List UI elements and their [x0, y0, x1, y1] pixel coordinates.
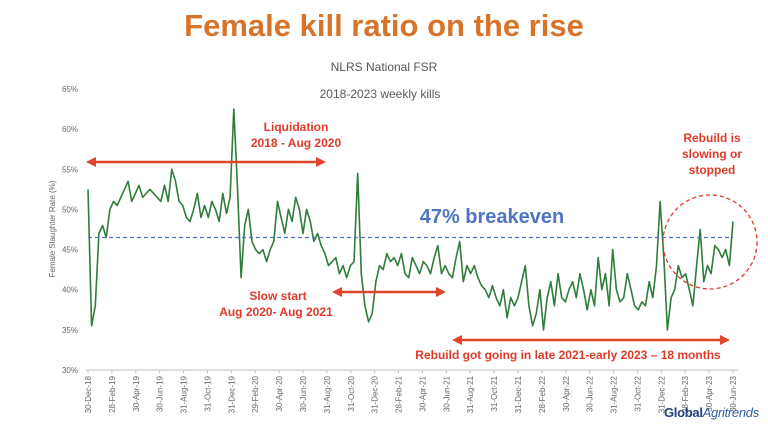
- logo-accent: Agritrends: [702, 405, 760, 420]
- y-tick-label: 50%: [62, 205, 78, 214]
- rebuild-label: Rebuild got going in late 2021-early 202…: [415, 348, 721, 362]
- rebuild-slowing-label-2: slowing or: [682, 147, 742, 161]
- y-tick-label: 40%: [62, 286, 78, 295]
- liquidation-label: Liquidation: [264, 120, 329, 134]
- x-tick-label: 30-Jun-19: [156, 375, 165, 412]
- x-tick-label: 30-Jun-23: [729, 375, 738, 412]
- period-arrow: [86, 157, 326, 167]
- x-tick-label: 31-Dec-21: [514, 375, 523, 413]
- y-axis-title: Female Slaughter Rate (%): [48, 180, 57, 277]
- brand-logo: GlobalAgritrends: [664, 405, 759, 420]
- y-tick-label: 65%: [62, 85, 78, 94]
- series-line: [87, 108, 734, 331]
- x-tick-label: 31-Oct-19: [203, 375, 212, 411]
- x-tick-label: 28-Feb-23: [681, 375, 690, 412]
- slow-start-label: Slow start: [249, 289, 306, 303]
- chart-subtitle: NLRS National FSR: [330, 60, 438, 74]
- rebuild-slowing-label-1: Rebuild is: [683, 131, 741, 145]
- period-arrow: [332, 287, 446, 297]
- x-tick-label: 31-Aug-19: [180, 375, 189, 413]
- y-axis: 30% 35% 40% 45% 50% 55% 60% 65%: [62, 85, 78, 375]
- x-tick-label: 28-Feb-19: [108, 375, 117, 412]
- x-tick-label: 28-Feb-21: [395, 375, 404, 412]
- x-tick-label: 31-Dec-19: [227, 375, 236, 413]
- rebuild-circle: [662, 194, 758, 290]
- x-tick-label: 31-Oct-20: [347, 375, 356, 411]
- x-tick-label: 30-Apr-23: [705, 375, 714, 411]
- period-arrows: [86, 157, 730, 345]
- x-tick-label: 30-Apr-22: [562, 375, 571, 411]
- x-tick-label: 28-Feb-22: [538, 375, 547, 412]
- x-tick-label: 31-Aug-21: [466, 375, 475, 413]
- y-tick-label: 55%: [62, 165, 78, 174]
- x-tick-label: 31-Dec-22: [657, 375, 666, 413]
- x-tick-label: 30-Jun-20: [299, 375, 308, 412]
- period-note: 2018-2023 weekly kills: [319, 87, 441, 101]
- series-group: [87, 108, 734, 331]
- logo-main: Global: [664, 405, 703, 420]
- x-axis: 30-Dec-18 28-Feb-19 30-Apr-19 30-Jun-19 31-A…: [84, 370, 738, 413]
- rebuild-slowing-label-3: stopped: [689, 163, 736, 177]
- liquidation-range-label: 2018 - Aug 2020: [251, 136, 342, 150]
- period-arrow: [452, 335, 730, 345]
- x-tick-label: 30-Apr-20: [275, 375, 284, 411]
- annotation-group: Liquidation 2018 - Aug 2020 Slow start Aug …: [219, 120, 742, 362]
- y-tick-label: 60%: [62, 125, 78, 134]
- x-tick-label: 31-Oct-22: [633, 375, 642, 411]
- x-tick-label: 31-Dec-20: [371, 375, 380, 413]
- x-tick-label: 30-Apr-21: [418, 375, 427, 411]
- y-tick-label: 30%: [62, 366, 78, 375]
- page-title: Female kill ratio on the rise: [184, 8, 584, 43]
- x-tick-label: 30-Jun-21: [442, 375, 451, 412]
- y-tick-label: 35%: [62, 326, 78, 335]
- x-tick-label: 30-Apr-19: [132, 375, 141, 411]
- x-tick-label: 31-Aug-20: [323, 375, 332, 413]
- x-tick-label: 30-Jun-22: [586, 375, 595, 412]
- y-tick-label: 45%: [62, 246, 78, 255]
- x-tick-label: 29-Feb-20: [251, 375, 260, 412]
- slow-start-range-label: Aug 2020- Aug 2021: [219, 305, 333, 319]
- breakeven-label: 47% breakeven: [420, 206, 565, 228]
- x-tick-label: 30-Dec-18: [84, 375, 93, 413]
- x-tick-label: 31-Oct-21: [490, 375, 499, 411]
- x-tick-label: 31-Aug-22: [610, 375, 619, 413]
